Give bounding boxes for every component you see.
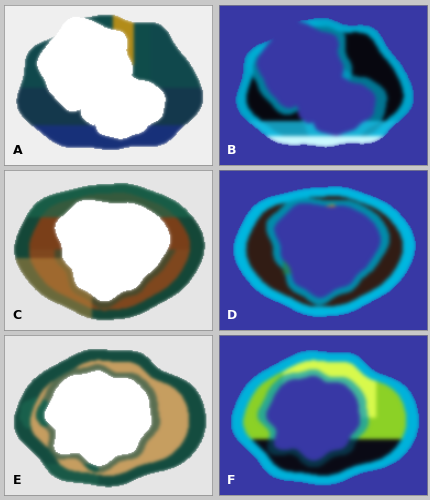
Text: A: A (12, 144, 22, 157)
Text: F: F (227, 474, 235, 487)
Text: B: B (227, 144, 236, 157)
Text: C: C (12, 309, 22, 322)
Text: D: D (227, 309, 237, 322)
Text: E: E (12, 474, 21, 487)
